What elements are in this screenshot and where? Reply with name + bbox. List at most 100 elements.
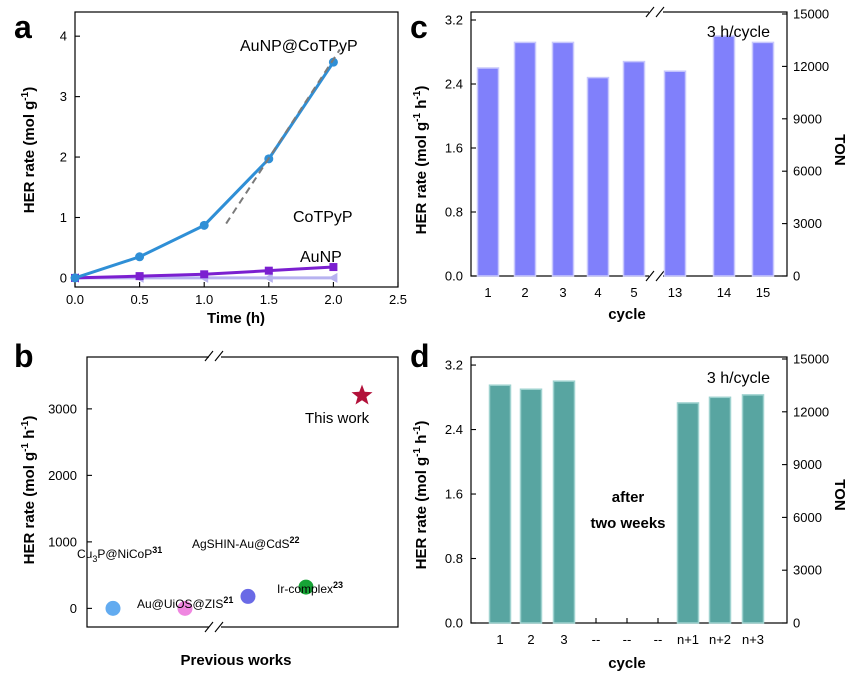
bar-cycle-15	[751, 41, 775, 277]
data-point-cu	[105, 600, 121, 616]
panel-d-y2-label: TON	[831, 479, 848, 510]
panel-a-y-ticks: 0 1 2 3 4	[60, 29, 80, 285]
data-point-aunp	[328, 272, 338, 283]
panel-d-y-tick-label: 3.2	[445, 358, 463, 373]
panel-c-y-ticks: 0.0 0.8 1.6 2.4 3.2	[445, 13, 476, 284]
panel-d-center-text-1: after	[612, 489, 645, 506]
panel-a-letter: a	[14, 9, 32, 45]
panel-b-axis-break-top	[204, 350, 224, 364]
panel-b-y-tick-label: 0	[70, 601, 77, 616]
panel-c-axis-break-top	[645, 6, 665, 20]
series-label-aunp: AuNP	[300, 249, 342, 266]
bar-cycle-14	[712, 35, 736, 277]
panel-b-letter: b	[14, 338, 34, 374]
panel-b-y-tick-label: 1000	[48, 534, 77, 549]
panel-d-annotation: 3 h/cycle	[707, 370, 770, 387]
point-label-agshin: AgSHIN-Au@CdS22	[192, 535, 300, 551]
panel-d-x-tick-label: n+3	[742, 632, 764, 647]
panel-c-y2-tick-label: 12000	[793, 59, 829, 74]
panel-c-plot-area: 1 2 3 4 5 13 14 15	[476, 35, 775, 300]
data-point-aunp-cotpyp	[199, 220, 209, 230]
series-line-aunp-cotpyp	[74, 61, 335, 280]
panel-a-frame	[74, 11, 399, 288]
panel-d-x-tick-label: n+2	[709, 632, 731, 647]
point-label-au-uios-zis: Au@UiOS@ZIS21	[137, 595, 233, 611]
panel-c-y2-tick-label: 6000	[793, 164, 822, 179]
bar-cycle-13	[663, 70, 687, 277]
panel-c-y2-label: TON	[831, 134, 848, 165]
panel-b-y-ticks: 0 1000 2000 3000	[48, 401, 92, 616]
data-point-cotpyp	[135, 272, 144, 281]
panel-d-y-label: HER rate (mol g-1 h-1)	[412, 421, 430, 570]
panel-c-annotation: 3 h/cycle	[707, 24, 770, 41]
panel-c-y2-tick-label: 0	[793, 269, 800, 284]
panel-b-y-tick-label: 2000	[48, 468, 77, 483]
panel-a-x-tick-label: 0.5	[131, 292, 149, 307]
panel-a-y-tick-label: 3	[60, 89, 67, 104]
data-point-aunp-cotpyp	[70, 273, 80, 283]
panel-b-axis-break-bottom	[204, 620, 224, 634]
panel-c-x-tick-label: 2	[521, 285, 528, 300]
panel-d-frame	[470, 356, 788, 624]
point-label-ir-complex: Ir-complex23	[277, 580, 343, 596]
panel-d-x-label: cycle	[608, 655, 646, 672]
bar-cycle-5	[622, 60, 646, 277]
panel-c-x-tick-label: 4	[594, 285, 601, 300]
panel-a-y-tick-label: 2	[60, 150, 67, 165]
panel-c-x-tick-label: 5	[630, 285, 637, 300]
panel-d-y-tick-label: 0.0	[445, 616, 463, 631]
panel-a-x-label: Time (h)	[207, 310, 265, 327]
panel-c-y-tick-label: 3.2	[445, 13, 463, 28]
panel-c-x-tick-label: 3	[559, 285, 566, 300]
panel-d-x-tick-label: --	[654, 632, 663, 647]
panel-c-letter: c	[410, 9, 428, 45]
bar-cycle-1	[488, 384, 512, 624]
panel-a-y-label: HER rate (mol g-1)	[20, 87, 38, 213]
panel-b-y-tick-label: 3000	[48, 401, 77, 416]
panel-b-x-label: Previous works	[181, 652, 292, 669]
panel-a-y-tick-label: 0	[60, 270, 67, 285]
panel-d-letter: d	[410, 338, 430, 374]
series-label-aunp-cotpyp: AuNP@CoTPyP	[240, 38, 358, 55]
panel-b-frame	[86, 356, 399, 628]
bar-cycle-3	[552, 380, 576, 624]
panel-c-y2-tick-label: 15000	[793, 7, 829, 22]
bar-cycle-nplus1	[676, 402, 700, 624]
panel-b-plot-area	[105, 384, 373, 616]
panel-a-y-tick-label: 1	[60, 210, 67, 225]
bar-cycle-3	[551, 41, 575, 277]
data-point-cotpyp	[264, 266, 273, 275]
panel-d-x-tick-label: --	[592, 632, 601, 647]
panel-c-x-label: cycle	[608, 306, 646, 323]
panel-c-y-tick-label: 0.0	[445, 269, 463, 284]
data-point-cotpyp	[200, 270, 209, 279]
panel-a-x-tick-label: 0.0	[66, 292, 84, 307]
bar-cycle-nplus3	[741, 394, 765, 624]
data-point-ir-complex	[298, 579, 314, 595]
panel-d-x-tick-label: 3	[560, 632, 567, 647]
panel-c-axis-break-bottom	[645, 269, 665, 283]
panel-d-x-tick-label: 2	[527, 632, 534, 647]
panel-d-center-text-2: two weeks	[590, 515, 665, 532]
panel-d-x-tick-label: --	[623, 632, 632, 647]
panel-c-x-tick-label: 14	[717, 285, 731, 300]
point-label-cu3p: Cu3P@NiCoP31	[77, 545, 162, 564]
panel-d-y-ticks: 0.0 0.8 1.6 2.4 3.2	[445, 358, 476, 631]
data-point-agshin-au-cds	[240, 588, 256, 604]
panel-d-plot-area: 1 2 3 -- -- -- n+1 n+2 n+3	[488, 380, 765, 647]
panel-c-y2-tick-label: 9000	[793, 111, 822, 126]
panel-d-y-tick-label: 1.6	[445, 487, 463, 502]
bar-cycle-4	[586, 76, 610, 277]
bar-cycle-2	[513, 41, 537, 277]
panel-a-x-tick-label: 2.5	[389, 292, 407, 307]
panel-a: a 0.0 0.5 1.0 1.5 2.0 2.5 0 1 2 3 4 Time (h) HER …	[14, 9, 407, 327]
series-label-cotpyp: CoTPyP	[293, 209, 353, 226]
panel-a-x-tick-label: 1.0	[195, 292, 213, 307]
panel-d-y2-tick-label: 6000	[793, 510, 822, 525]
panel-d-y2-ticks: 0 3000 6000 9000 12000 15000	[782, 352, 829, 631]
panel-d-x-tick-label: 1	[496, 632, 503, 647]
bar-cycle-nplus2	[708, 396, 732, 624]
panel-c-y-label: HER rate (mol g-1 h-1)	[412, 86, 430, 235]
data-point-au-uios-zis	[177, 600, 193, 616]
